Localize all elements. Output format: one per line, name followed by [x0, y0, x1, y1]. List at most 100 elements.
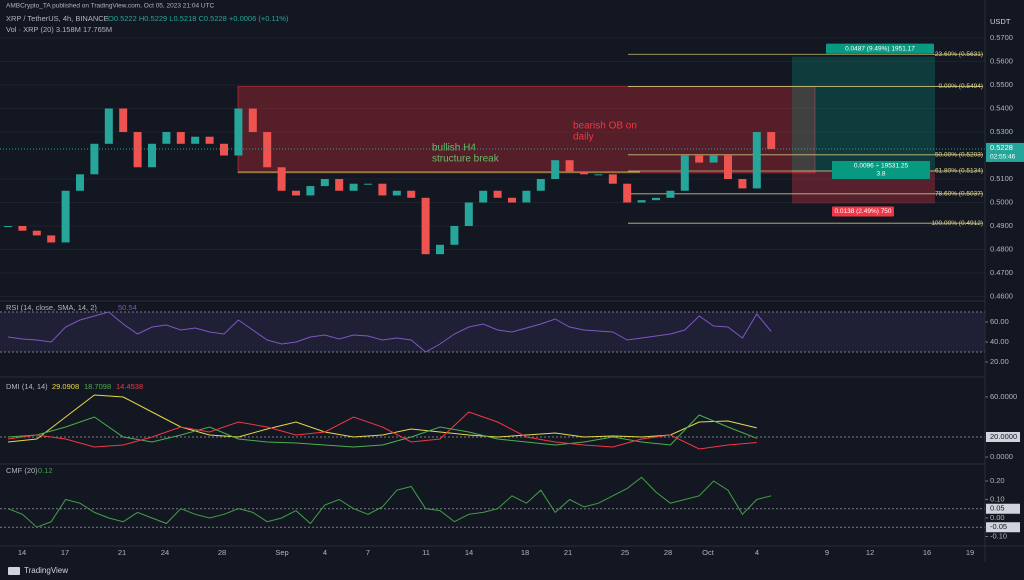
candle	[709, 155, 718, 163]
current-price: 0.5228	[990, 143, 1013, 152]
x-tick-label: Sep	[275, 548, 288, 557]
entry-label: 0.0096 ÷ 19531.25	[854, 163, 909, 170]
rsi-band	[0, 312, 985, 352]
x-tick-label: 12	[866, 548, 874, 557]
candle	[133, 132, 142, 168]
price-tick-label: 0.4600	[990, 291, 1013, 300]
candle	[551, 160, 560, 180]
candle	[162, 132, 171, 144]
candle	[335, 179, 344, 191]
axis-tick-label: 0.05	[990, 504, 1005, 513]
annotation-bullish: bullish H4	[432, 143, 476, 154]
fib-label: -23.60% (0.5631)	[933, 51, 983, 58]
axis-tick-label: -0.10	[990, 531, 1007, 540]
dmi-value: 29.0908	[52, 382, 79, 391]
footer-bar	[0, 562, 1024, 580]
x-tick-label: 24	[161, 548, 169, 557]
level-box	[986, 432, 1020, 442]
candle	[738, 179, 747, 189]
x-tick-label: 16	[923, 548, 931, 557]
candle	[320, 179, 329, 187]
x-tick-label: 19	[966, 548, 974, 557]
candle	[234, 108, 243, 156]
x-tick-label: 11	[422, 548, 430, 557]
cmf-label: CMF (20)	[6, 466, 38, 475]
candle	[479, 190, 488, 203]
price-tick-label: 0.5600	[990, 57, 1013, 66]
axis-tick-label: 20.00	[990, 357, 1009, 366]
countdown: 02:55:46	[990, 154, 1016, 161]
candle	[493, 190, 502, 198]
dmi-line	[7, 411, 757, 450]
brand: TradingView	[24, 566, 68, 575]
price-tick-label: 0.4700	[990, 268, 1013, 277]
x-tick-label: 14	[465, 548, 473, 557]
candle	[104, 108, 113, 144]
candle	[608, 174, 617, 184]
axis-tick-label: 20.0000	[990, 432, 1017, 441]
target-zone	[792, 56, 935, 172]
candle	[407, 190, 416, 198]
candle	[421, 197, 430, 255]
stop-label: 0.0138 (2.49%) 750	[834, 208, 891, 215]
chart-layer: 0.5700 0.5600 0.5500 0.5400 0.5300 0.5100 0.50…	[0, 33, 1024, 557]
fib-label: 61.80% (0.5134)	[935, 168, 983, 175]
candle	[623, 183, 632, 203]
level-box	[986, 503, 1020, 514]
logo-icon	[8, 567, 20, 575]
candle	[752, 132, 761, 189]
candle	[378, 183, 387, 196]
candle	[306, 186, 315, 196]
x-tick-label: 28	[664, 548, 672, 557]
x-tick-label: Oct	[702, 548, 715, 557]
candle	[652, 197, 660, 201]
axis-tick-label: 0.10	[990, 494, 1005, 503]
candle	[508, 197, 516, 203]
candle	[220, 143, 228, 156]
candle	[464, 202, 473, 226]
candle	[4, 225, 12, 227]
price-tick-label: 0.4900	[990, 221, 1013, 230]
ohlc: O0.5222 H0.5229 L0.5218 C0.5228 +0.0006 …	[108, 14, 289, 23]
level-box	[986, 522, 1020, 533]
candle	[536, 179, 545, 191]
candle	[292, 190, 300, 196]
rsi-value: 50.54	[118, 303, 137, 312]
candle	[450, 225, 459, 245]
candle	[724, 155, 732, 180]
candle	[364, 183, 372, 185]
symbol: XRP / TetherUS, 4h, BINANCE	[6, 14, 109, 23]
currency: USDT	[990, 17, 1011, 26]
dmi-line	[7, 394, 757, 443]
fib-label: 78.60% (0.5037)	[935, 191, 983, 198]
axis-tick-label: 0.0000	[990, 452, 1013, 461]
axis-tick-label: 0.00	[990, 513, 1005, 522]
x-tick-label: 25	[621, 548, 629, 557]
order-block	[237, 85, 816, 174]
dmi-label: DMI (14, 14)	[6, 382, 48, 391]
dmi-value: 18.7098	[84, 382, 111, 391]
price-tick-label: 0.5000	[990, 197, 1013, 206]
candle	[594, 174, 603, 176]
candle	[32, 230, 41, 236]
candle	[76, 174, 84, 191]
price-tick-label: 0.5500	[990, 80, 1013, 89]
candle	[680, 155, 689, 191]
candle	[580, 171, 588, 175]
fib-label: 0.00% (0.5494)	[939, 83, 983, 90]
candle	[767, 132, 776, 149]
x-tick-label: 7	[366, 548, 370, 557]
cmf-line	[7, 476, 772, 528]
candle	[666, 190, 675, 198]
candle	[695, 155, 704, 163]
x-tick-label: 21	[564, 548, 572, 557]
candle	[263, 132, 272, 168]
candle	[277, 167, 286, 191]
price-tick-label: 0.5300	[990, 127, 1013, 136]
x-tick-label: 21	[118, 548, 126, 557]
fib-label: 100.00% (0.4912)	[931, 220, 983, 227]
x-tick-label: 4	[755, 548, 759, 557]
candle	[637, 200, 646, 203]
candle	[18, 225, 27, 231]
